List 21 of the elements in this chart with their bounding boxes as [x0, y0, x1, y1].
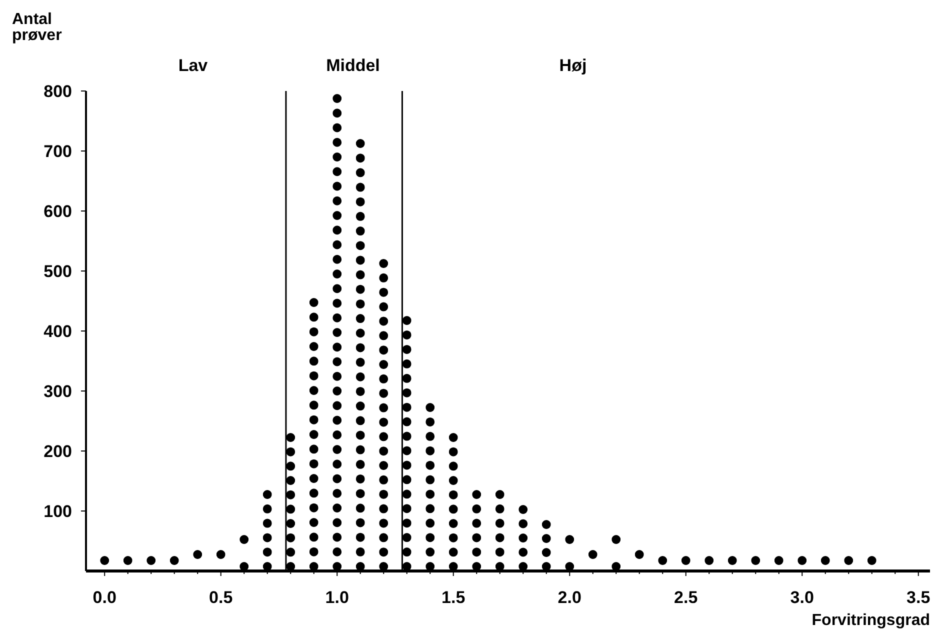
y-tick-label: 300: [44, 382, 72, 401]
x-axis-title: Forvitringsgrad: [812, 612, 930, 629]
y-tick-label: 200: [44, 442, 72, 461]
x-tick-label: 1.0: [325, 588, 349, 607]
y-tick-label: 400: [44, 322, 72, 341]
text: Lav: [178, 56, 208, 75]
y-tick-label: 100: [44, 502, 72, 521]
y-tick-label: 600: [44, 202, 72, 221]
x-tick-label: 0.0: [92, 588, 116, 607]
x-tick-label: 3.0: [790, 588, 814, 607]
x-tick-label: 2.5: [674, 588, 698, 607]
y-tick-label: 800: [44, 82, 72, 101]
y-tick-label: 700: [44, 142, 72, 161]
x-tick-label: 2.0: [558, 588, 582, 607]
x-tick-label: 1.5: [442, 588, 466, 607]
text: Høj: [559, 56, 587, 75]
x-tick-label: 3.5: [906, 588, 930, 607]
y-tick-label: 500: [44, 262, 72, 281]
y-axis-title: Antal prøver: [12, 11, 62, 44]
x-tick-label: 0.5: [209, 588, 233, 607]
text: Middel: [326, 56, 380, 75]
